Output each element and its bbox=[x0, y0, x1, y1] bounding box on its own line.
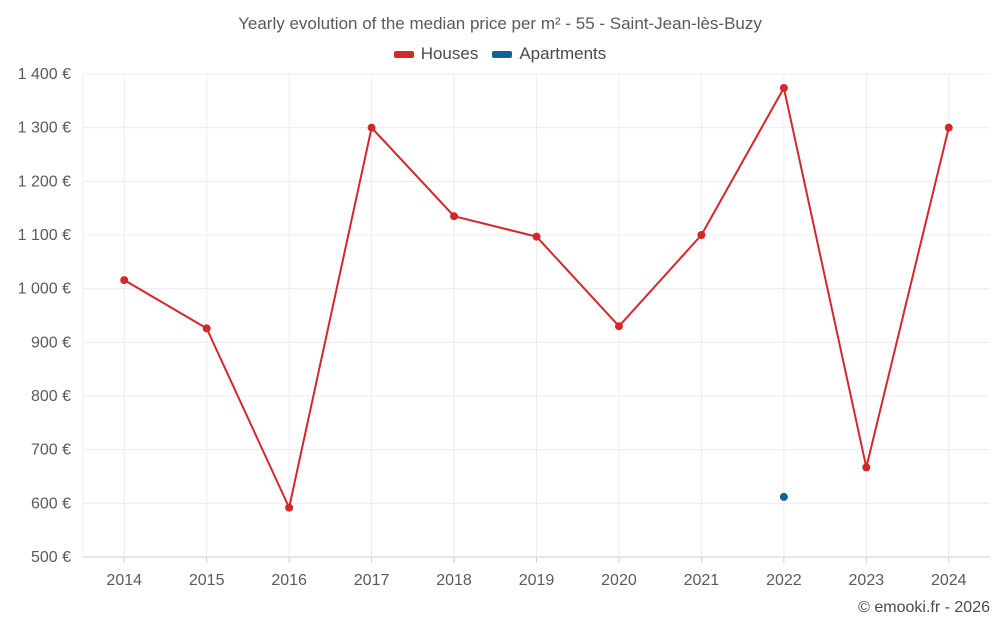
x-tick-label: 2021 bbox=[684, 572, 720, 589]
x-tick-label: 2022 bbox=[766, 572, 802, 589]
legend-swatch-houses bbox=[393, 50, 414, 58]
copyright-text: © emooki.fr - 2026 bbox=[858, 599, 990, 616]
x-tick-label: 2019 bbox=[519, 572, 555, 589]
x-tick-label: 2024 bbox=[931, 572, 967, 589]
y-tick-label: 900 € bbox=[31, 334, 71, 351]
data-point-houses[interactable] bbox=[862, 463, 871, 472]
legend-item-apartments[interactable]: Apartments bbox=[492, 44, 606, 64]
y-tick-label: 1 100 € bbox=[18, 227, 71, 244]
data-point-houses[interactable] bbox=[614, 322, 623, 331]
chart-title: Yearly evolution of the median price per… bbox=[238, 14, 762, 33]
x-tick-label: 2014 bbox=[106, 572, 142, 589]
x-tick-label: 2016 bbox=[271, 572, 307, 589]
x-tick-label: 2018 bbox=[436, 572, 472, 589]
data-point-houses[interactable] bbox=[285, 503, 294, 512]
y-tick-label: 1 200 € bbox=[18, 173, 71, 190]
y-tick-label: 1 300 € bbox=[18, 120, 71, 137]
y-tick-label: 1 400 € bbox=[18, 66, 71, 83]
legend: Houses Apartments bbox=[0, 44, 1000, 64]
data-point-houses[interactable] bbox=[450, 212, 459, 221]
legend-label-houses: Houses bbox=[420, 44, 479, 63]
legend-label-apartments: Apartments bbox=[519, 44, 607, 63]
data-point-apartments[interactable] bbox=[779, 492, 788, 501]
data-point-houses[interactable] bbox=[779, 83, 788, 92]
legend-item-houses[interactable]: Houses bbox=[393, 44, 479, 64]
data-point-houses[interactable] bbox=[367, 123, 376, 132]
axes: 500 € 600 € 700 € 800 € 900 € 1 000 € 1 100 € 1… bbox=[18, 66, 967, 589]
data-point-houses[interactable] bbox=[202, 324, 211, 333]
x-tick-label: 2017 bbox=[354, 572, 390, 589]
data-point-houses[interactable] bbox=[697, 231, 706, 239]
y-tick-label: 700 € bbox=[31, 442, 71, 459]
data-point-houses[interactable] bbox=[944, 123, 953, 132]
data-point-houses[interactable] bbox=[532, 232, 541, 241]
grid bbox=[82, 73, 990, 558]
legend-swatch-apartments bbox=[492, 50, 513, 58]
data-point-houses[interactable] bbox=[120, 276, 129, 285]
series bbox=[120, 83, 953, 512]
y-tick-label: 800 € bbox=[31, 388, 71, 405]
y-tick-label: 500 € bbox=[31, 549, 71, 566]
x-tick-label: 2020 bbox=[601, 572, 637, 589]
y-tick-label: 1 000 € bbox=[18, 281, 71, 298]
y-tick-label: 600 € bbox=[31, 495, 71, 512]
x-tick-label: 2015 bbox=[189, 572, 225, 589]
x-tick-label: 2023 bbox=[849, 572, 885, 589]
